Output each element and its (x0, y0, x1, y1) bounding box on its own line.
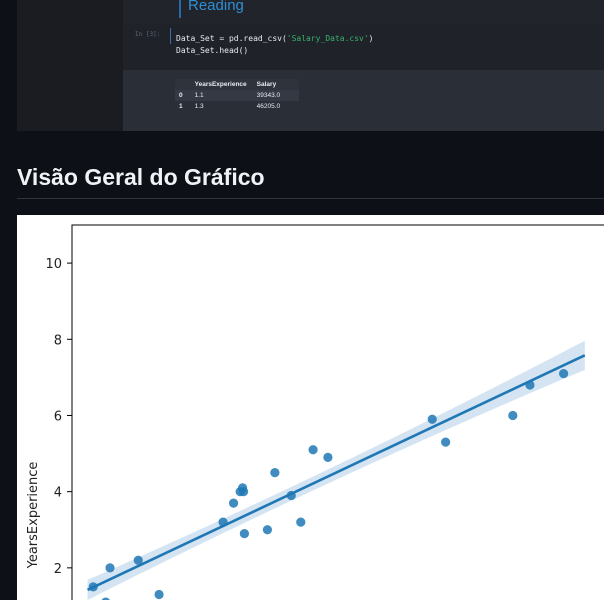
section-title: Visão Geral do Gráfico (17, 164, 265, 190)
notebook-screenshot: Reading In [3]: Data_Set = pd.read_csv('… (17, 0, 604, 131)
scatter-point (559, 368, 569, 379)
table-header-salary: Salary (250, 79, 299, 90)
table-header-index (175, 79, 187, 90)
table-cell-index: 0 (175, 90, 187, 101)
code-cell[interactable]: In [3]: Data_Set = pd.read_csv('Salary_D… (123, 24, 604, 70)
confidence-band-area (87, 340, 585, 600)
regression-chart: YearsExperience 2 4 6 8 10 (26, 224, 604, 600)
scatter-point (262, 525, 273, 535)
y-tick-label: 8 (54, 333, 62, 348)
scatter-point (154, 589, 164, 600)
y-tick-label: 2 (54, 562, 62, 577)
notebook-left-gutter (17, 0, 123, 131)
scatter-point (296, 517, 306, 527)
output-cell: YearsExperience Salary 0 1.1 39343.0 1 1… (123, 70, 604, 131)
scatter-point (105, 563, 115, 573)
code-line-2: Data_Set.head() (176, 46, 248, 55)
y-tick-label: 10 (45, 257, 62, 272)
scatter-point (239, 528, 250, 539)
y-axis-ticks: 2 4 6 8 10 (45, 257, 72, 577)
scatter-points (88, 368, 569, 600)
scatter-point (508, 410, 518, 421)
code-token-string: 'Salary_Data.csv' (286, 34, 369, 43)
code-line-1: Data_Set = pd.read_csv('Salary_Data.csv'… (176, 34, 374, 43)
markdown-cell[interactable]: Reading (123, 0, 604, 22)
table-cell-index: 1 (179, 103, 183, 110)
table-header-yearsexperience: YearsExperience (186, 79, 251, 90)
notebook-main: Reading In [3]: Data_Set = pd.read_csv('… (123, 0, 604, 131)
section-divider (17, 198, 604, 199)
scatter-point (218, 517, 228, 527)
scatter-point (228, 498, 239, 508)
confidence-band (87, 340, 585, 600)
code-cell-bar (170, 28, 171, 44)
table-header-row: YearsExperience Salary (175, 79, 299, 90)
regression-line (86, 354, 586, 592)
regression-line-path (86, 354, 586, 592)
scatter-point (308, 445, 318, 455)
scatter-point (525, 380, 535, 390)
table-cell: 46205.0 (256, 103, 281, 110)
scatter-point (427, 414, 437, 424)
chart-panel: YearsExperience 2 4 6 8 10 (17, 215, 604, 600)
y-tick-label: 4 (54, 486, 62, 501)
scatter-point (101, 597, 110, 600)
input-prompt: In [3]: (135, 31, 161, 38)
scatter-point (238, 483, 248, 493)
code-token: Data_Set.head() (176, 46, 249, 55)
code-token: ) (368, 34, 374, 43)
y-axis-label: YearsExperience (26, 462, 41, 570)
markdown-heading: Reading (188, 0, 244, 14)
scatter-point (323, 452, 333, 462)
scatter-point (441, 437, 451, 447)
scatter-point (133, 555, 143, 565)
dataframe-table: YearsExperience Salary 0 1.1 39343.0 1 1… (175, 79, 299, 112)
table-row: 1 1.3 46205.0 (175, 101, 299, 112)
table-row: 0 1.1 39343.0 (175, 90, 299, 101)
y-tick-label: 6 (54, 409, 62, 424)
table-cell: 1.3 (194, 103, 204, 110)
table-cell: 39343.0 (250, 90, 299, 101)
markdown-cell-bar (179, 0, 181, 18)
scatter-point (88, 582, 98, 592)
code-token: Data_Set = pd.read_csv( (176, 34, 287, 43)
scatter-point (270, 468, 280, 478)
plot-frame (71, 224, 604, 600)
scatter-point (286, 490, 296, 501)
table-cell: 1.1 (186, 90, 251, 101)
